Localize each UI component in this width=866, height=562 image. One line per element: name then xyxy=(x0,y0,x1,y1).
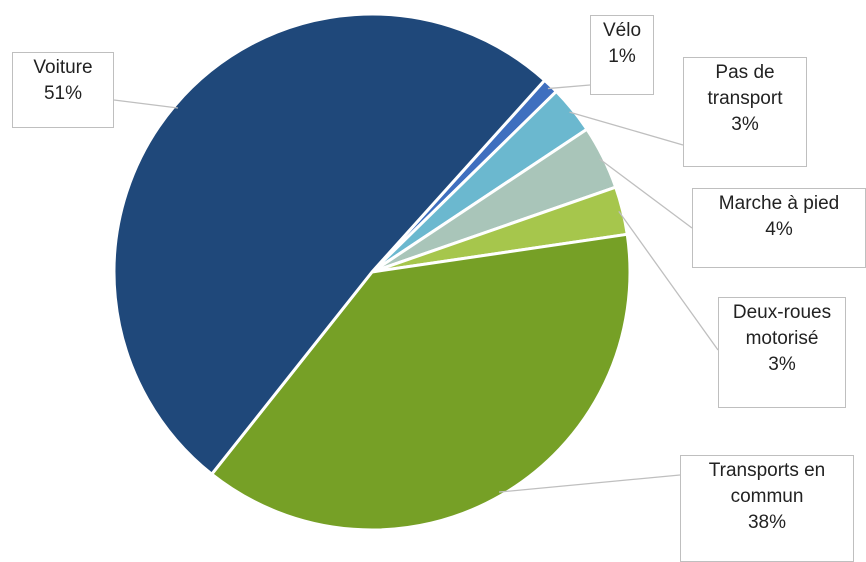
category-label: Pas de transport xyxy=(707,62,783,109)
value-label: 1% xyxy=(608,46,636,67)
leader-line xyxy=(618,211,719,351)
category-label: Marche à pied xyxy=(718,193,840,214)
leader-line xyxy=(113,99,178,109)
leader-line xyxy=(547,84,591,90)
leader-line xyxy=(599,158,693,229)
category-label: Voiture xyxy=(33,57,93,78)
pie-slice xyxy=(112,12,547,476)
data-label: Voiture 51% xyxy=(12,52,114,128)
pie-slice xyxy=(210,232,632,532)
category-label: Vélo xyxy=(602,20,642,41)
value-label: 4% xyxy=(765,219,793,240)
data-label: Pas de transport 3% xyxy=(683,57,807,167)
value-label: 51% xyxy=(43,83,83,104)
category-label: Transports en commun xyxy=(708,460,826,507)
category-label: Deux-roues motorisé xyxy=(732,302,832,349)
leader-line xyxy=(569,111,684,146)
leader-line xyxy=(499,474,681,493)
value-label: 3% xyxy=(768,354,796,375)
value-label: 3% xyxy=(731,114,759,135)
data-label: Marche à pied 4% xyxy=(692,188,866,268)
data-label: Transports en commun 38% xyxy=(680,455,854,562)
data-label: Deux-roues motorisé 3% xyxy=(718,297,846,408)
value-label: 38% xyxy=(747,512,787,533)
data-label: Vélo 1% xyxy=(590,15,654,95)
